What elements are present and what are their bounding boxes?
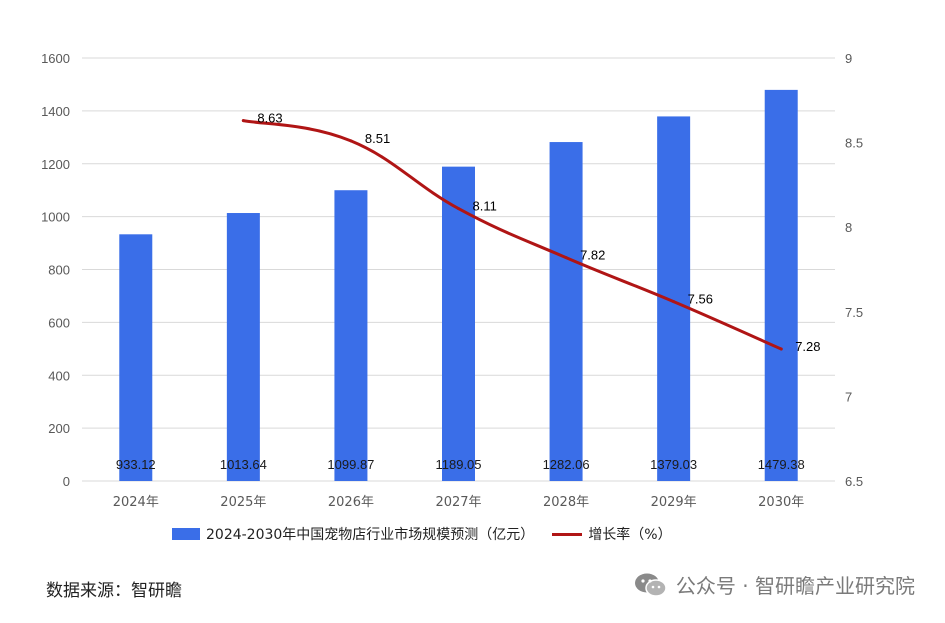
growth-rate-value-label: 8.11 (473, 199, 497, 214)
growth-rate-point (672, 300, 676, 304)
bar (334, 190, 368, 481)
y-left-tick-label: 200 (48, 421, 70, 436)
y-left-tick-label: 1600 (41, 51, 70, 66)
legend-bar-swatch (172, 528, 200, 540)
y-left-tick-label: 0 (63, 474, 70, 489)
y-right-tick-label: 6.5 (845, 474, 863, 489)
x-tick-label: 2026年 (328, 495, 374, 510)
data-source: 数据来源：智研瞻 (46, 581, 182, 601)
bar-value-label: 1013.64 (220, 457, 267, 472)
y-right-tick-label: 8.5 (845, 136, 863, 151)
growth-rate-line (241, 119, 783, 351)
legend-line-swatch (552, 532, 583, 536)
legend-item-market-size: 2024-2030年中国宠物店行业市场规模预测（亿元） (172, 524, 534, 544)
x-tick-label: 2028年 (543, 495, 589, 510)
growth-rate-value-label: 7.56 (688, 292, 713, 307)
x-tick-label: 2025年 (220, 495, 266, 510)
y-right-tick-label: 8 (845, 220, 852, 235)
bar (119, 234, 153, 481)
legend-label-market-size: 2024-2030年中国宠物店行业市场规模预测（亿元） (206, 527, 535, 543)
watermark-text: 公众号 · 智研瞻产业研究院 (675, 574, 915, 598)
bar-value-label: 1099.87 (327, 457, 374, 472)
growth-rate-point (779, 347, 783, 351)
x-tick-label: 2027年 (435, 495, 481, 510)
y-left-tick-label: 600 (48, 315, 70, 330)
growth-rate-value-label: 7.82 (580, 248, 605, 263)
y-left-tick-label: 800 (48, 263, 70, 278)
legend-label-growth-rate: 增长率（%） (588, 527, 672, 543)
growth-rate-point (457, 207, 460, 211)
bar (657, 116, 691, 481)
y-right-tick-label: 9 (845, 51, 852, 66)
growth-rate-point (241, 119, 245, 123)
watermark: 公众号 · 智研瞻产业研究院 (634, 570, 915, 599)
growth-rate-value-label: 8.51 (365, 131, 390, 146)
y-left-tick-label: 1000 (41, 210, 70, 225)
y-right-tick-label: 7.5 (845, 305, 863, 320)
y-left-tick-label: 1200 (41, 157, 70, 172)
y-left-tick-label: 400 (48, 368, 70, 383)
chart: 0 200 400 600 800 1000 1200 1400 1600 6.5 7 7.5 8 8.5… (41, 51, 863, 510)
wechat-icon (634, 573, 667, 597)
growth-rate-value-label: 7.28 (795, 339, 820, 354)
x-tick-label: 2029年 (651, 495, 697, 510)
x-tick-label: 2030年 (758, 495, 804, 510)
growth-rate-value-label: 8.63 (257, 111, 282, 126)
y-right-tick-label: 7 (845, 389, 852, 404)
bar (442, 166, 475, 482)
bar (226, 213, 260, 481)
bar-value-label: 933.12 (116, 457, 156, 472)
bar-value-label: 1189.05 (435, 457, 481, 472)
legend: 2024-2030年中国宠物店行业市场规模预测（亿元） 增长率（%） (172, 524, 690, 544)
bar-value-label: 1282.06 (543, 457, 590, 472)
legend-item-growth-rate: 增长率（%） (552, 524, 672, 544)
growth-rate-point (349, 139, 353, 143)
bar-value-label: 1379.03 (650, 457, 697, 472)
bar (549, 142, 583, 481)
x-tick-label: 2024年 (113, 495, 159, 510)
bar-value-label: 1479.38 (758, 457, 805, 472)
y-left-tick-label: 1400 (41, 104, 70, 119)
bar (764, 89, 798, 481)
growth-rate-point (564, 256, 568, 260)
